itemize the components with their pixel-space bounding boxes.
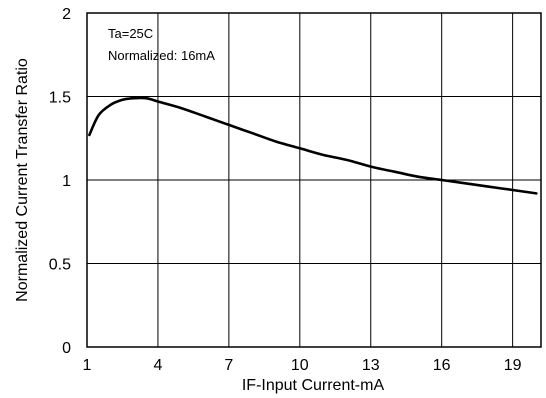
y-tick-label: 1 (62, 173, 71, 190)
x-tick-labels: 1 4 7 10 13 16 19 (83, 357, 522, 374)
x-tick-label: 7 (224, 357, 233, 374)
x-axis-title: IF-Input Current-mA (242, 377, 385, 394)
x-tick-label: 16 (433, 357, 451, 374)
x-tick-label: 19 (504, 357, 522, 374)
plot-frame (86, 12, 542, 348)
y-tick-label: 2 (62, 6, 71, 23)
x-tick-label: 13 (362, 357, 380, 374)
x-tick-label: 1 (83, 357, 92, 374)
grid (86, 12, 541, 348)
y-tick-label: 0 (62, 340, 71, 357)
y-tick-label: 0.5 (49, 257, 71, 274)
x-tick-label: 4 (153, 357, 162, 374)
annotation-temperature: Ta=25C (108, 26, 153, 41)
y-axis-title: Normalized Current Transfer Ratio (14, 58, 31, 302)
y-tick-labels: 0 0.5 1 1.5 2 (49, 6, 71, 357)
ctr-curve (88, 96, 538, 195)
plot-area (88, 96, 538, 195)
y-tick-label: 1.5 (49, 90, 71, 107)
annotation-normalized: Normalized: 16mA (108, 48, 215, 63)
x-tick-label: 10 (291, 357, 309, 374)
